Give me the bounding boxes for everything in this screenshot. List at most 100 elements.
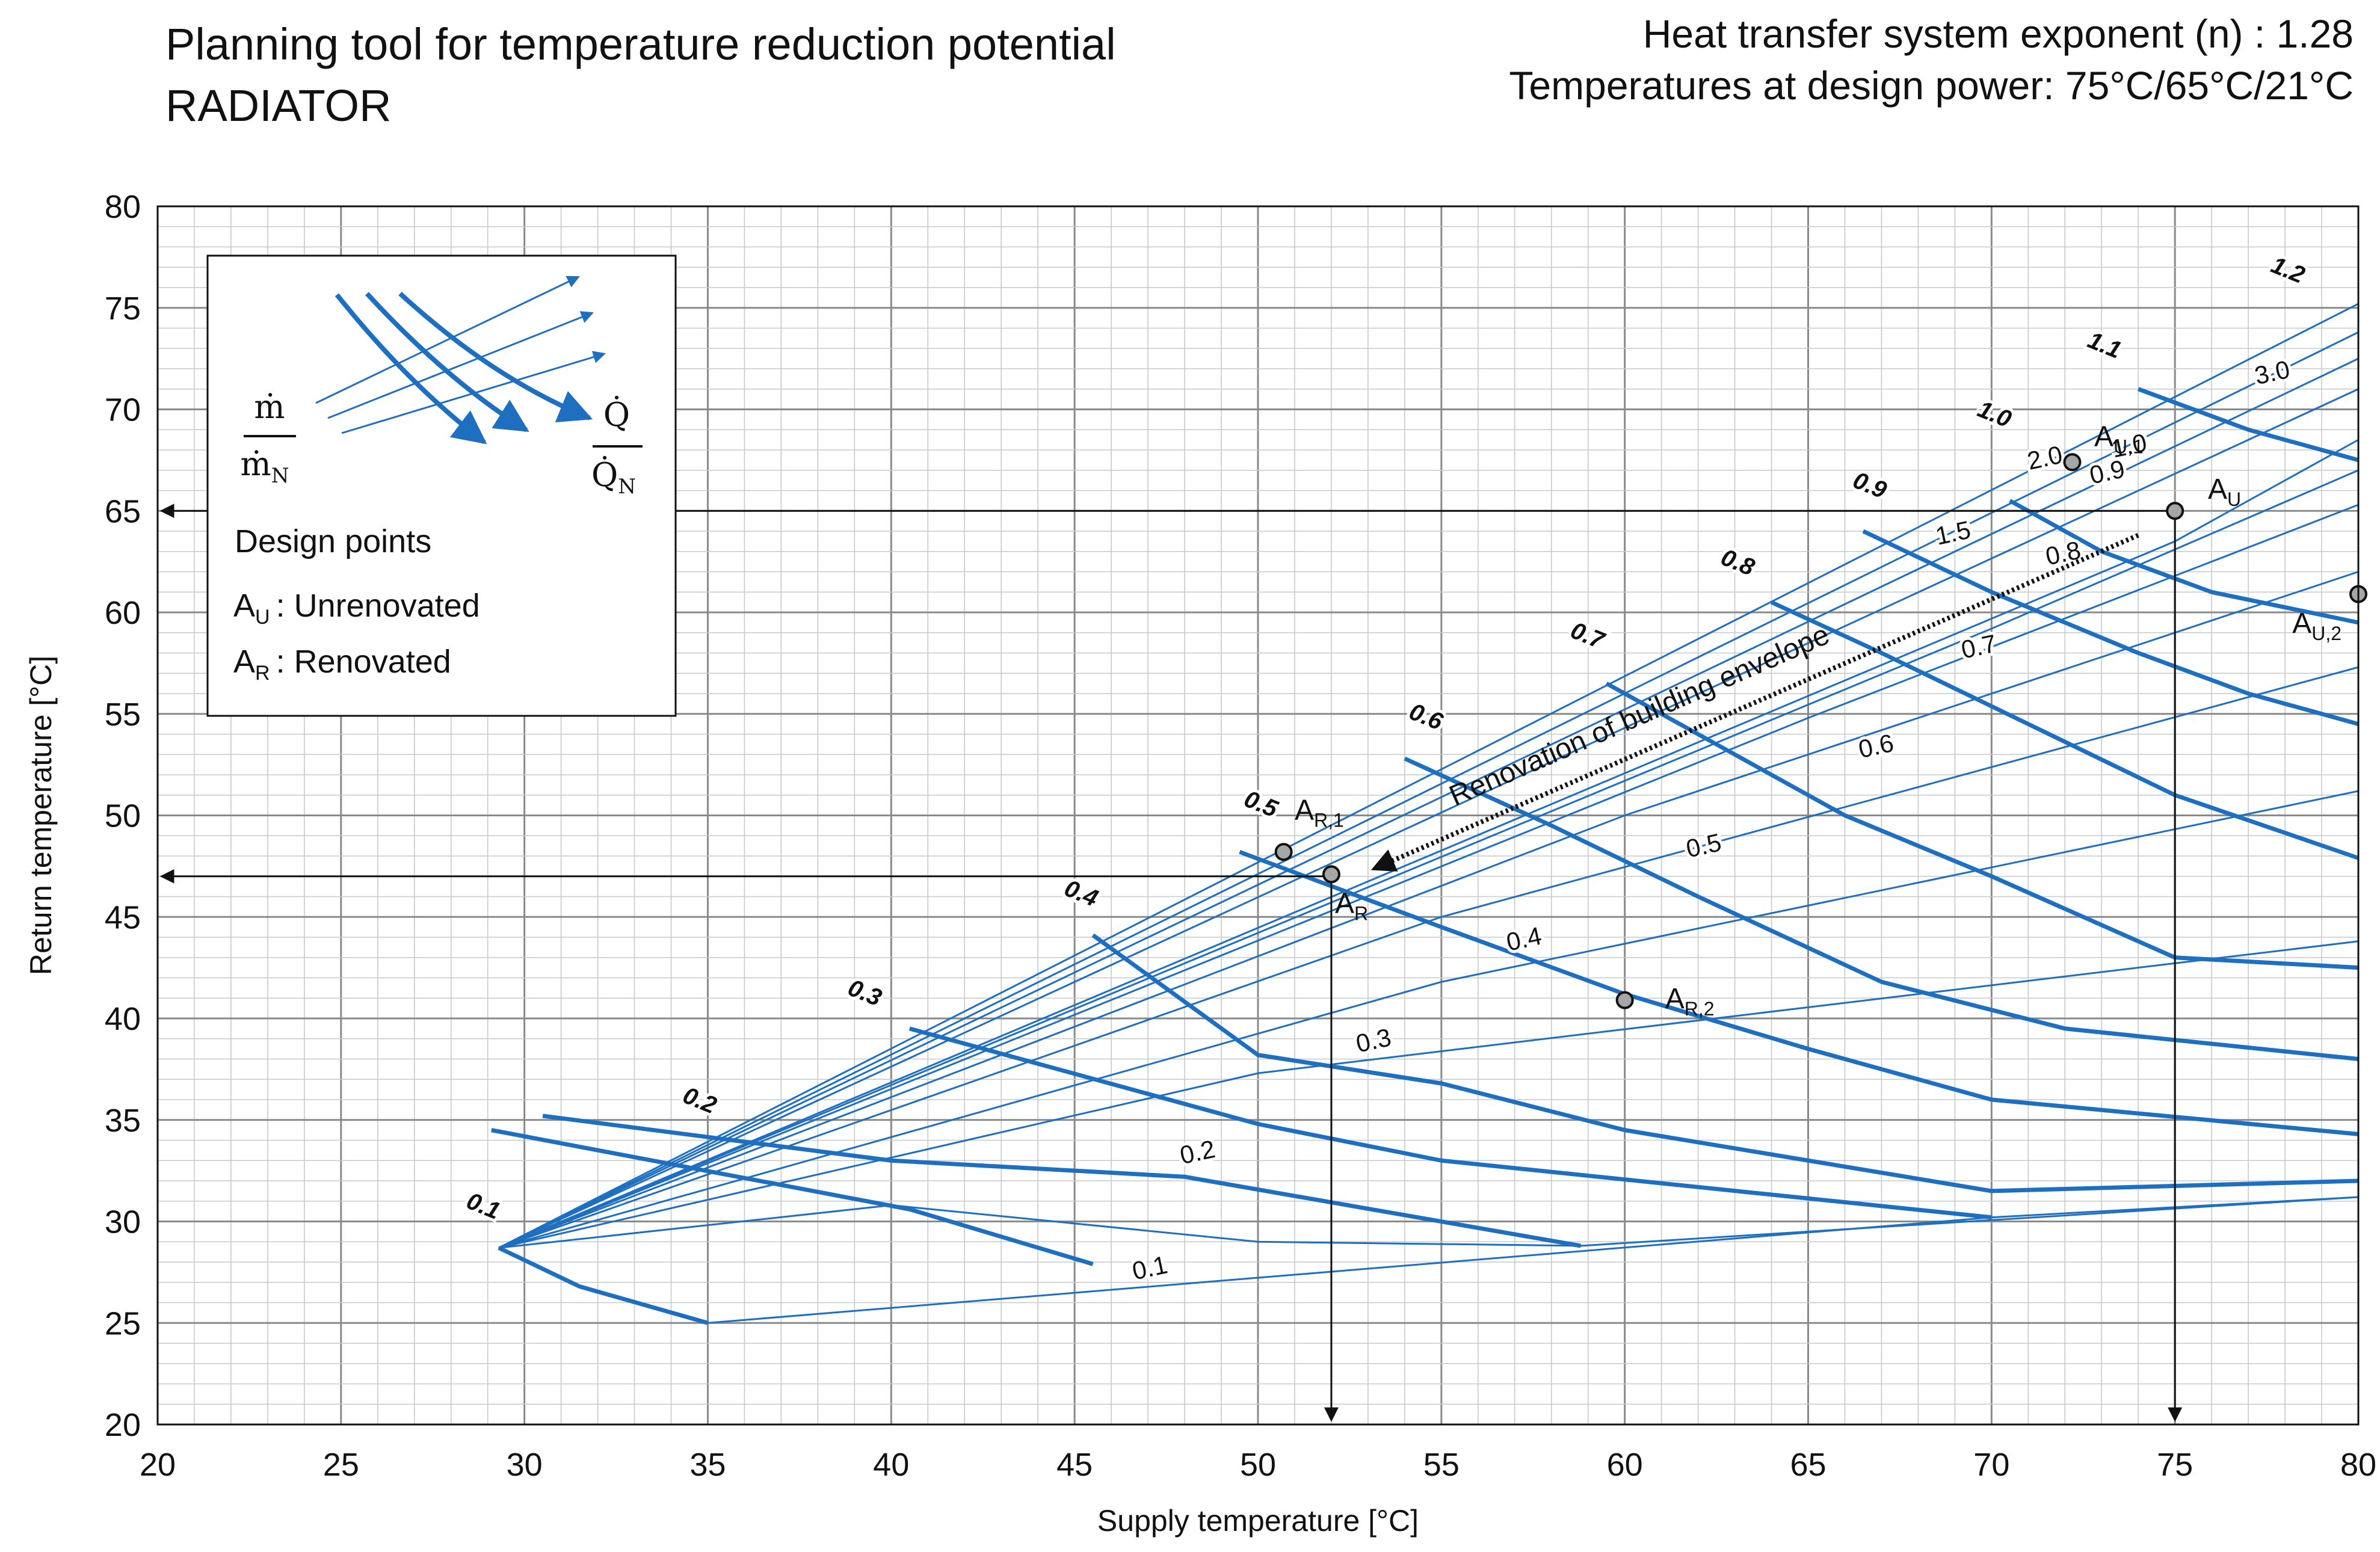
x-tick-label: 35 <box>689 1447 726 1483</box>
design-point-a-r <box>1322 865 1340 884</box>
mass-flow-line-1.0 <box>498 388 2359 1249</box>
y-tick-label: 35 <box>105 1103 141 1139</box>
mass-flow-line-0.3 <box>498 940 2359 1249</box>
heat-ratio-label: 0.5 <box>1683 828 1724 863</box>
y-tick-label: 40 <box>105 1001 141 1037</box>
exponent-parameter: Heat transfer system exponent (n) : 1.28 <box>1642 11 2354 56</box>
legend-heat-curve <box>334 293 487 445</box>
mass-flow-label: 1.0 <box>1974 396 2015 433</box>
mass-flow-line-0.8 <box>498 469 2359 1249</box>
x-tick-label: 55 <box>1423 1447 1460 1483</box>
mass-flow-label: 0.7 <box>1567 617 1609 654</box>
heat-ratio-label: 3.0 <box>2252 355 2292 390</box>
renovation-arrow <box>1370 533 2139 872</box>
chart-legend: ṁ ṁN Q̇ Q̇N Design points AU: Unrenovate… <box>206 254 677 717</box>
y-tick-label: 45 <box>105 899 141 935</box>
mass-flow-line-3.0 <box>498 303 2359 1249</box>
legend-mass-flow-line <box>315 276 580 404</box>
y-axis-label: Return temperature [°C] <box>24 656 58 975</box>
x-tick-label: 70 <box>1973 1447 2009 1483</box>
heat-ratio-curve-0.6 <box>1239 849 2359 1136</box>
mass-flow-line-2.0 <box>498 331 2359 1249</box>
x-axis-label: Supply temperature [°C] <box>1097 1504 1419 1538</box>
design-point-label: AR,1 <box>1295 794 1344 831</box>
heat-ratio-curve-0.4 <box>908 1026 1992 1220</box>
heat-ratio-curve-0.2 <box>491 1128 1094 1266</box>
mass-flow-line-0.6 <box>498 571 2359 1249</box>
mass-flow-label: 0.8 <box>1717 544 1759 581</box>
legend-mass-flow-fraction: ṁ ṁN <box>241 388 296 488</box>
mass-flow-label: 0.2 <box>679 1082 720 1119</box>
y-tick-label: 75 <box>105 291 141 327</box>
y-tick-label: 30 <box>105 1204 141 1240</box>
y-tick-label: 20 <box>105 1407 141 1443</box>
mass-flow-line-0.1 <box>498 1196 2359 1324</box>
x-tick-label: 65 <box>1790 1447 1826 1483</box>
legend-heat-curve <box>365 292 529 433</box>
heat-ratio-curve-0.9 <box>1771 600 2360 860</box>
heat-ratio-label: 0.3 <box>1354 1023 1394 1058</box>
legend-renovated: AR: Renovated <box>233 644 451 685</box>
heat-numerator: Q̇ <box>603 395 630 434</box>
heat-ratio-curve-0.8 <box>1605 682 2359 970</box>
mass-flow-label: 1.1 <box>2084 327 2125 364</box>
y-tick-label: 70 <box>105 392 141 428</box>
mass-flow-label: 0.1 <box>463 1187 504 1225</box>
heat-ratio-label: 0.1 <box>1130 1250 1170 1285</box>
heat-ratio-label: 0.4 <box>1504 922 1544 956</box>
mass-flow-label: 0.4 <box>1061 875 1102 912</box>
renovation-annotation: Renovation of building envelope <box>1370 533 2139 872</box>
heat-ratio-curve-1.1 <box>2009 499 2359 625</box>
design-point-a-u1 <box>2063 453 2082 472</box>
plot-frame <box>156 205 2360 1426</box>
design-point-a-r1 <box>1274 843 1293 861</box>
x-tick-label: 60 <box>1607 1447 1643 1483</box>
y-tick-label: 60 <box>105 595 141 631</box>
y-tick-label: 55 <box>105 697 141 733</box>
mass-flow-label: 0.9 <box>1849 467 1891 504</box>
legend-box <box>206 254 677 717</box>
heat-denominator: Q̇N <box>591 455 636 499</box>
mass-flow-label: 0.5 <box>1241 786 1282 823</box>
y-tick-label: 80 <box>105 189 141 225</box>
x-tick-label: 50 <box>1240 1447 1276 1483</box>
chart-axes: 20 25 30 35 40 45 50 55 60 65 70 75 80 20 25 30 35 40 45 50… <box>24 189 2376 1538</box>
legend-heat-curve <box>398 292 593 422</box>
x-tick-label: 80 <box>2340 1447 2376 1483</box>
chart-subtitle: RADIATOR <box>165 81 392 131</box>
heat-ratio-curve-0.3 <box>542 1113 1582 1248</box>
mass-flow-label: 1.2 <box>2267 251 2308 289</box>
x-tick-label: 25 <box>323 1447 359 1483</box>
x-tick-label: 20 <box>140 1447 176 1483</box>
design-temperatures-parameter: Temperatures at design power: 75°C/65°C/… <box>1509 63 2354 108</box>
legend-heat-fraction: Q̇ Q̇N <box>591 395 643 499</box>
legend-diagram <box>315 276 606 445</box>
heat-ratio-curve-0.7 <box>1404 756 2359 1061</box>
chart-points: AU AU,1 AU,2 AR AR,1 AR,2 <box>1274 420 2367 1020</box>
heat-ratio-curve-1.2 <box>2137 387 2359 463</box>
legend-unrenovated: AU: Unrenovated <box>233 588 480 629</box>
design-points-title: Design points <box>235 523 431 559</box>
x-tick-label: 40 <box>873 1447 909 1483</box>
heat-ratio-curve-0.1 <box>498 1246 709 1325</box>
design-point-label: AR,2 <box>1665 983 1715 1020</box>
mass-flow-label: 0.3 <box>844 975 885 1012</box>
design-point-label: AU,2 <box>2292 608 2341 644</box>
legend-mass-flow-line <box>327 311 594 419</box>
mass-flow-numerator: ṁ <box>254 388 285 426</box>
design-point-label: AU,1 <box>2094 420 2144 457</box>
renovation-label: Renovation of building envelope <box>1444 618 1834 812</box>
y-tick-label: 65 <box>105 493 141 529</box>
mass-flow-line-0.5 <box>498 666 2359 1249</box>
x-tick-label: 45 <box>1056 1447 1093 1483</box>
chart-title: Planning tool for temperature reduction … <box>165 19 1116 69</box>
heat-ratio-curve-1.0 <box>1862 529 2359 726</box>
design-point-label: AU <box>2208 473 2241 510</box>
design-point-a-r2 <box>1615 991 1634 1009</box>
y-tick-label: 25 <box>105 1305 141 1341</box>
mass-flow-line-0.2 <box>498 1196 2359 1249</box>
design-point-a-u <box>2166 502 2184 520</box>
design-point-label: AR <box>1335 888 1368 925</box>
